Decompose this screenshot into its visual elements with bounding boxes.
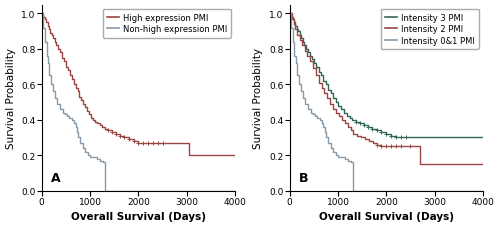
Text: A: A [52,172,61,185]
Legend: Intensity 3 PMI, Intensity 2 PMI, Intensity 0&1 PMI: Intensity 3 PMI, Intensity 2 PMI, Intens… [381,10,479,50]
Legend: High expression PMI, Non-high expression PMI: High expression PMI, Non-high expression… [102,10,231,38]
Y-axis label: Survival Probability: Survival Probability [254,48,264,148]
X-axis label: Overall Survival (Days): Overall Survival (Days) [71,212,206,222]
Text: B: B [300,172,309,185]
Y-axis label: Survival Probability: Survival Probability [6,48,16,148]
X-axis label: Overall Survival (Days): Overall Survival (Days) [319,212,454,222]
